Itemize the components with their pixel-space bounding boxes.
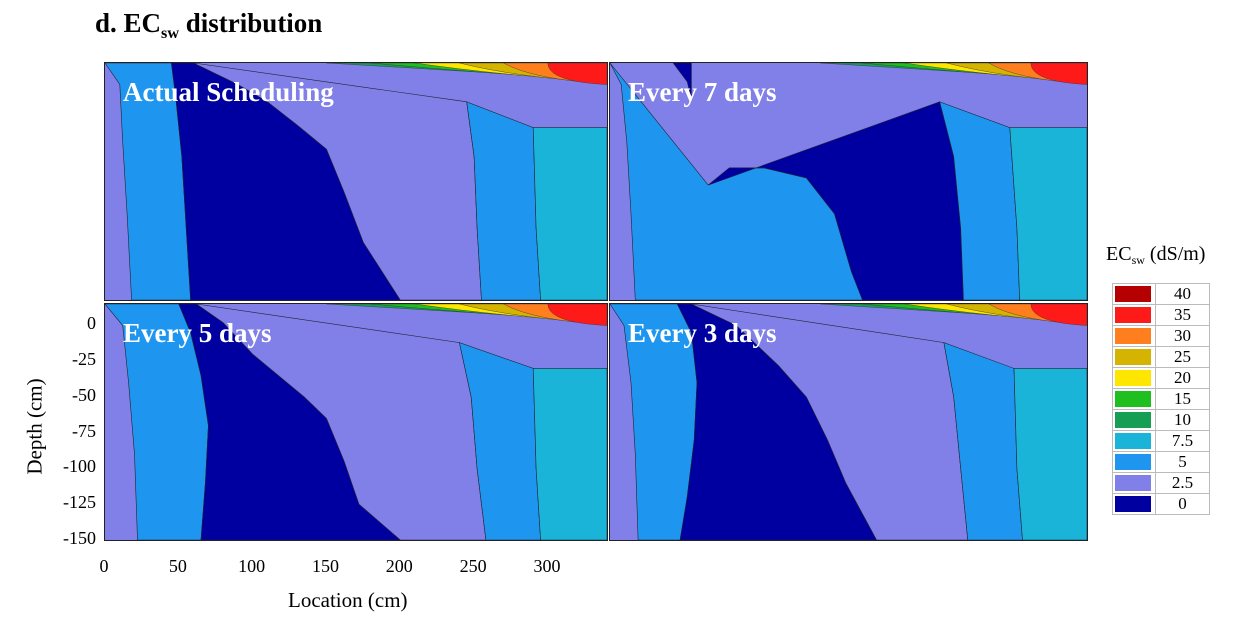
contour-region-7-5 xyxy=(532,127,607,300)
legend-entry: 10 xyxy=(1113,410,1209,431)
legend-swatch xyxy=(1115,433,1151,449)
panel-actual-scheduling: Actual Scheduling xyxy=(104,62,608,301)
x-tick-label: 200 xyxy=(385,556,413,576)
y-tick-label: -100 xyxy=(63,456,96,477)
panel-every-3-days: Every 3 days xyxy=(609,303,1088,541)
x-tick-label: 150 xyxy=(311,556,339,576)
legend-swatch xyxy=(1115,370,1151,386)
contour-region-7-5 xyxy=(532,368,607,540)
legend-swatch xyxy=(1115,349,1151,365)
legend-value: 10 xyxy=(1155,410,1209,430)
legend-table: 40 35 30 25 20 15 10 7.5 5 2.5 0 xyxy=(1112,283,1210,515)
contour-band-35 xyxy=(1030,63,1087,85)
legend-swatch xyxy=(1115,328,1151,344)
legend-entry: 20 xyxy=(1113,368,1209,389)
legend-entry: 0 xyxy=(1113,494,1209,514)
contour-region-7-5 xyxy=(1009,127,1087,300)
legend-swatch xyxy=(1115,391,1151,407)
contour-plot xyxy=(105,63,607,300)
panel-every-7-days: Every 7 days xyxy=(609,62,1088,301)
legend-swatch xyxy=(1115,307,1151,323)
contour-band-35 xyxy=(1030,304,1087,326)
legend-entry: 25 xyxy=(1113,347,1209,368)
legend-value: 0 xyxy=(1155,494,1209,514)
legend-entry: 30 xyxy=(1113,326,1209,347)
contour-band-35 xyxy=(547,304,607,326)
contour-plot xyxy=(105,304,607,540)
x-tick-label: 50 xyxy=(168,556,187,576)
legend-entry: 7.5 xyxy=(1113,431,1209,452)
y-tick-label: -25 xyxy=(72,349,96,370)
legend-value: 20 xyxy=(1155,368,1209,388)
y-axis-title: Depth (cm) xyxy=(22,378,47,475)
contour-plot xyxy=(610,304,1087,540)
y-tick-label: -150 xyxy=(63,528,96,548)
x-axis-title: Location (cm) xyxy=(288,588,408,612)
y-tick-label: -50 xyxy=(72,384,96,405)
legend-entry: 35 xyxy=(1113,305,1209,326)
panel-every-5-days: Every 5 days xyxy=(104,303,608,541)
y-tick-label: -125 xyxy=(63,492,96,513)
legend-swatch xyxy=(1115,286,1151,302)
legend: ECsw (dS/m) 40 35 30 25 20 15 10 7.5 5 2.5 0 xyxy=(1106,243,1210,515)
legend-swatch xyxy=(1115,454,1151,470)
legend-value: 35 xyxy=(1155,305,1209,325)
legend-title: ECsw (dS/m) xyxy=(1106,243,1206,268)
panel-label: Every 5 days xyxy=(123,318,272,348)
x-tick-label: 300 xyxy=(533,556,561,576)
contour-band-35 xyxy=(547,63,607,85)
legend-value: 15 xyxy=(1155,389,1209,409)
legend-value: 5 xyxy=(1155,452,1209,472)
legend-value: 25 xyxy=(1155,347,1209,367)
legend-value: 30 xyxy=(1155,326,1209,346)
panel-label: Actual Scheduling xyxy=(123,77,334,107)
x-tick-label: 0 xyxy=(99,556,109,576)
legend-value: 40 xyxy=(1155,284,1209,304)
legend-entry: 2.5 xyxy=(1113,473,1209,494)
contour-region-7-5 xyxy=(1013,368,1087,540)
legend-swatch xyxy=(1115,475,1151,491)
legend-entry: 5 xyxy=(1113,452,1209,473)
legend-swatch xyxy=(1115,412,1151,428)
y-tick-label: 0 xyxy=(87,313,96,334)
legend-value: 7.5 xyxy=(1155,431,1209,451)
panel-label: Every 7 days xyxy=(628,77,777,107)
contour-plot xyxy=(610,63,1087,300)
y-tick-label: -75 xyxy=(72,420,96,441)
legend-entry: 15 xyxy=(1113,389,1209,410)
legend-swatch xyxy=(1115,496,1151,512)
legend-entry: 40 xyxy=(1113,284,1209,305)
figure-title: d. ECsw distribution xyxy=(95,8,323,42)
x-tick-label: 250 xyxy=(459,556,487,576)
contour-region-0 xyxy=(672,63,692,99)
panel-label: Every 3 days xyxy=(628,318,777,348)
legend-value: 2.5 xyxy=(1155,473,1209,493)
x-tick-label: 100 xyxy=(238,556,266,576)
